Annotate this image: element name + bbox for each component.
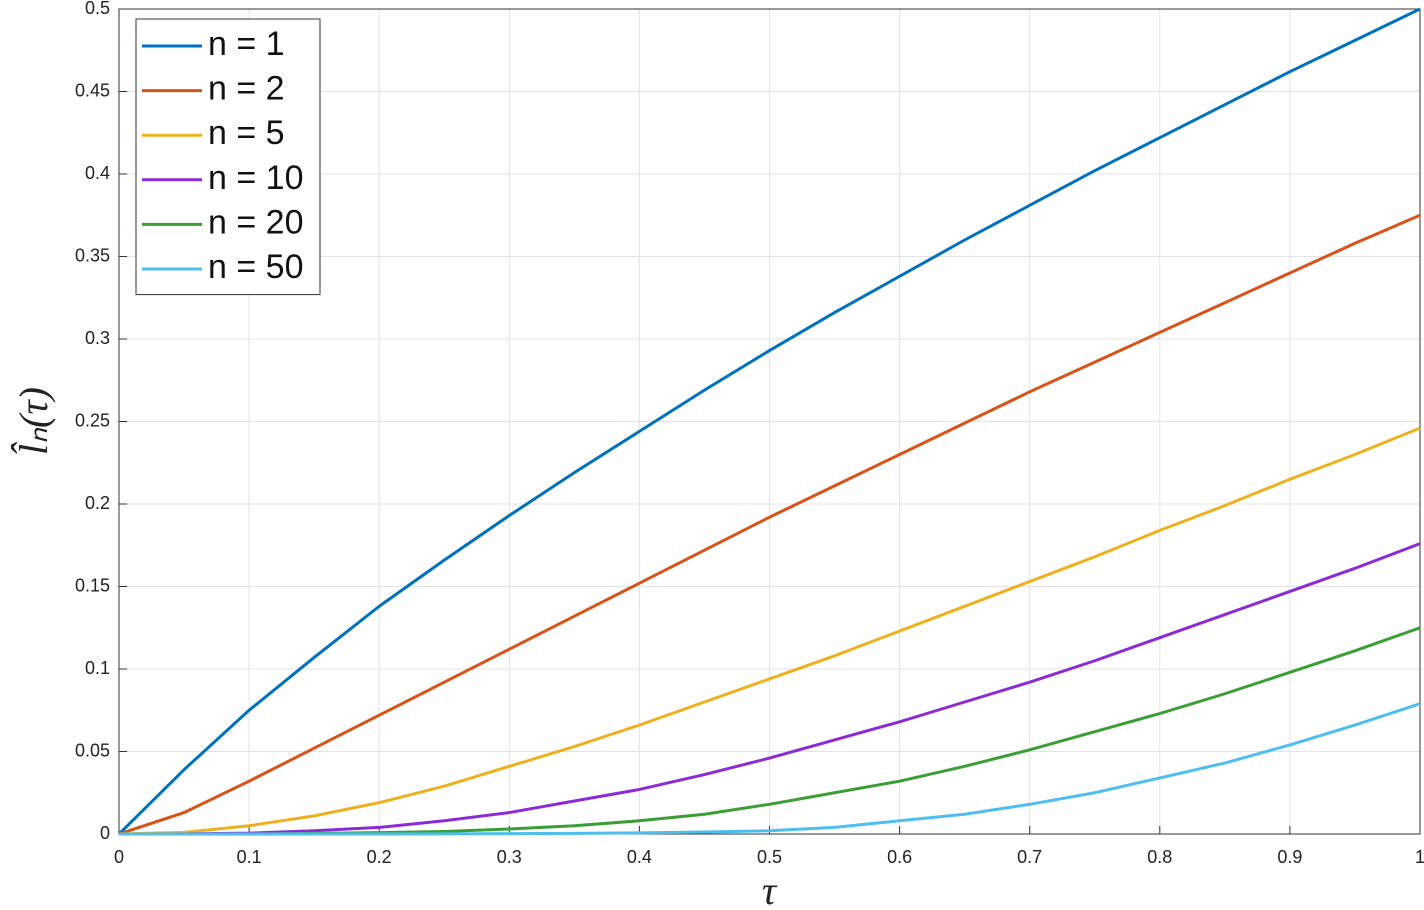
legend-label: n = 50 — [208, 248, 303, 286]
series-line — [118, 213, 1421, 836]
x-tick-label: 0.7 — [1017, 847, 1042, 867]
x-tick-label: 0.3 — [497, 847, 522, 867]
x-tick-label: 0.6 — [887, 847, 912, 867]
y-tick-label: 0.05 — [75, 740, 110, 760]
y-tick-label: 0.2 — [85, 493, 110, 513]
series-line — [119, 702, 1421, 836]
series-line — [118, 542, 1421, 836]
legend-box — [135, 18, 321, 296]
series-line — [118, 426, 1421, 836]
y-tick-label: 0.3 — [85, 328, 110, 348]
legend-label: n = 1 — [208, 25, 285, 63]
y-tick-label: 0.45 — [75, 80, 110, 100]
x-axis-label: τ — [762, 868, 778, 910]
x-tick-label: 0.5 — [757, 847, 782, 867]
plot-frame — [118, 8, 1421, 835]
y-tick-label: 0.1 — [85, 658, 110, 678]
y-tick-label: 0.15 — [75, 575, 110, 595]
y-tick-label: 0.4 — [85, 163, 110, 183]
y-axis-label: l̂ₙ(τ) — [11, 387, 56, 455]
x-tick-label: 0 — [114, 847, 124, 867]
series-line — [117, 7, 1421, 836]
x-tick-label: 0.4 — [627, 847, 652, 867]
legend-label: n = 10 — [208, 159, 303, 197]
y-tick-label: 0.35 — [75, 245, 110, 265]
legend-label: n = 5 — [208, 114, 285, 152]
x-tick-label: 0.9 — [1277, 847, 1302, 867]
legend-label: n = 2 — [208, 70, 285, 108]
x-tick-label: 0.1 — [237, 847, 262, 867]
y-tick-label: 0 — [100, 823, 110, 843]
x-tick-label: 1 — [1415, 847, 1424, 867]
x-tick-label: 0.8 — [1147, 847, 1172, 867]
legend-label: n = 20 — [208, 203, 303, 241]
y-tick-label: 0.25 — [75, 410, 110, 430]
y-tick-label: 0.5 — [85, 0, 110, 18]
x-tick-label: 0.2 — [367, 847, 392, 867]
